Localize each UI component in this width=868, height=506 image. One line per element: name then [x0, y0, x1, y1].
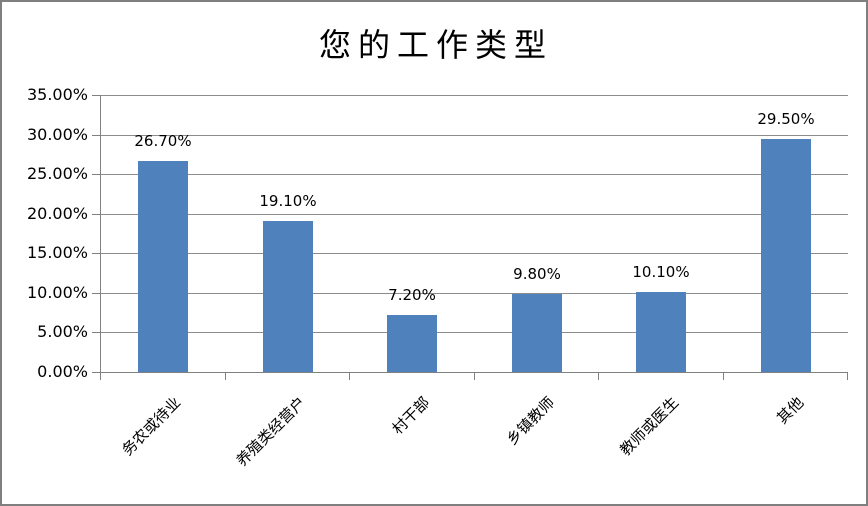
bar	[138, 161, 188, 372]
bar-value-label: 7.20%	[388, 286, 436, 304]
bar-value-label: 10.10%	[632, 263, 690, 281]
bar-value-label: 9.80%	[513, 265, 561, 283]
bar	[512, 294, 562, 372]
y-axis-tick	[92, 253, 100, 254]
y-axis-tick	[92, 174, 100, 175]
y-axis-label: 25.00%	[26, 164, 88, 183]
plot-area: 26.70% 19.10% 7.20% 9.80% 10.10% 29.50%	[100, 95, 848, 373]
x-axis-label: 其他	[773, 393, 808, 428]
gridline	[101, 95, 848, 96]
gridline	[101, 174, 848, 175]
bar	[387, 315, 437, 372]
x-axis-label: 乡镇教师	[502, 393, 559, 449]
x-axis-label: 务农或待业	[118, 393, 185, 460]
y-axis-label: 30.00%	[26, 125, 88, 144]
bar-value-label: 29.50%	[757, 110, 815, 128]
y-axis-label: 20.00%	[26, 204, 88, 223]
x-axis-tick	[100, 372, 101, 380]
x-axis-tick	[474, 372, 475, 380]
gridline	[101, 332, 848, 333]
bar	[636, 292, 686, 372]
y-axis-tick	[92, 135, 100, 136]
chart-title: 您的工作类型	[318, 26, 553, 64]
x-axis-tick	[847, 372, 848, 380]
bar	[263, 221, 313, 372]
bar	[761, 139, 811, 372]
y-axis-label: 5.00%	[37, 322, 88, 341]
x-axis-tick	[349, 372, 350, 380]
x-axis-tick	[723, 372, 724, 380]
gridline	[101, 293, 848, 294]
y-axis-tick	[92, 332, 100, 333]
gridline	[101, 214, 848, 215]
x-axis-label: 教师或医生	[616, 393, 683, 460]
y-axis-tick	[92, 95, 100, 96]
gridline	[101, 253, 848, 254]
x-axis-tick	[598, 372, 599, 380]
y-axis-label: 15.00%	[26, 243, 88, 262]
y-axis-label: 35.00%	[26, 85, 88, 104]
x-axis-tick	[225, 372, 226, 380]
x-axis-label: 村干部	[388, 393, 434, 438]
gridline	[101, 135, 848, 136]
bar-value-label: 26.70%	[134, 132, 192, 150]
y-axis-tick	[92, 214, 100, 215]
y-axis-label: 0.00%	[37, 362, 88, 381]
x-axis-label: 养殖类经营户	[232, 393, 310, 470]
y-axis-tick	[92, 293, 100, 294]
bar-value-label: 19.10%	[259, 192, 317, 210]
y-axis-label: 10.00%	[26, 283, 88, 302]
y-axis-tick	[92, 372, 100, 373]
